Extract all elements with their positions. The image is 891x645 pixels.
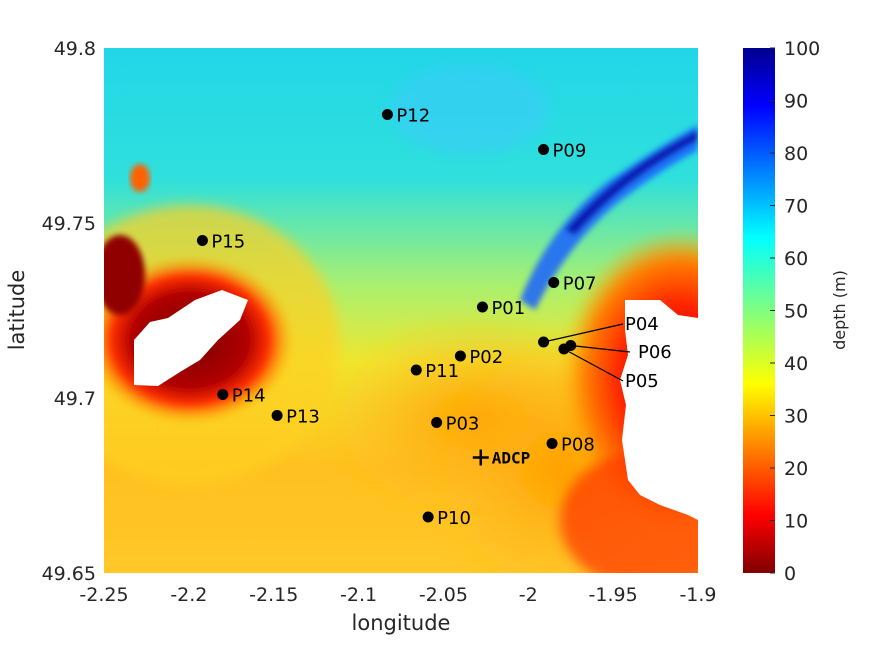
colorbar-tick-label: 0 bbox=[784, 563, 796, 585]
colorbar bbox=[743, 48, 775, 573]
station-marker-p04 bbox=[538, 336, 550, 348]
station-label-p05: P05 bbox=[625, 371, 659, 392]
colorbar-tick-labels: 0 10 20 30 40 50 60 70 80 90 100 bbox=[770, 38, 820, 585]
station-marker-p02 bbox=[454, 350, 466, 362]
colorbar-tick-label: 20 bbox=[784, 458, 808, 480]
x-tick-labels: -2.25 -2.2 -2.15 -2.1 -2.05 -2 -1.95 -1.9 bbox=[79, 584, 716, 606]
x-tick-label: -2.1 bbox=[340, 584, 377, 606]
station-label-p11: P11 bbox=[425, 361, 459, 382]
x-tick-label: -1.95 bbox=[589, 584, 638, 606]
colorbar-tick-label: 40 bbox=[784, 353, 808, 375]
colorbar-tick-label: 60 bbox=[784, 248, 808, 270]
x-tick-label: -2.15 bbox=[249, 584, 298, 606]
x-axis-label: longitude bbox=[352, 611, 451, 635]
station-label-p09: P09 bbox=[553, 141, 587, 162]
colorbar-tick-label: 100 bbox=[784, 38, 820, 60]
station-marker-p07 bbox=[548, 277, 560, 288]
station-label-p01: P01 bbox=[491, 298, 525, 319]
colorbar-tick-label: 50 bbox=[784, 301, 808, 323]
station-marker-p06 bbox=[565, 340, 577, 351]
station-marker-p11 bbox=[410, 364, 422, 376]
y-tick-label: 49.7 bbox=[54, 388, 96, 410]
colorbar-tick-label: 30 bbox=[784, 406, 808, 428]
station-marker-p12 bbox=[381, 109, 393, 120]
x-tick-label: -2.25 bbox=[79, 584, 128, 606]
station-label-p06: P06 bbox=[638, 342, 672, 363]
station-marker-p15 bbox=[196, 235, 208, 246]
colorbar-tick-label: 70 bbox=[784, 196, 808, 218]
callout-line-p04 bbox=[543, 323, 624, 343]
station-label-p02: P02 bbox=[469, 347, 503, 368]
station-label-p03: P03 bbox=[446, 414, 480, 435]
station-marker-p03 bbox=[431, 417, 443, 428]
colorbar-label: depth (m) bbox=[830, 270, 849, 350]
adcp-label: ADCP bbox=[492, 449, 531, 468]
x-tick-label: -1.9 bbox=[679, 584, 716, 606]
callout-line-p05 bbox=[563, 348, 624, 382]
x-tick-label: -2.05 bbox=[419, 584, 468, 606]
station-marker-p09 bbox=[538, 144, 550, 155]
station-label-p13: P13 bbox=[286, 407, 320, 428]
colorbar-tick-label: 80 bbox=[784, 143, 808, 165]
x-tick-label: -2.2 bbox=[170, 584, 207, 606]
station-callout-lines bbox=[543, 323, 631, 382]
station-label-p08: P08 bbox=[561, 435, 595, 456]
callout-line-p06 bbox=[570, 344, 631, 353]
adcp-marker: ADCP bbox=[472, 449, 531, 468]
station-label-p14: P14 bbox=[232, 386, 266, 407]
y-tick-label: 49.65 bbox=[42, 563, 96, 585]
station-marker-p08 bbox=[546, 438, 558, 449]
station-markers: P01 P02 P03 P04 P05 P06 P07 P08 P09 P10 P11 P12 P13 P… bbox=[196, 106, 672, 529]
station-label-p15: P15 bbox=[211, 232, 245, 253]
y-axis-label: latitude bbox=[5, 270, 29, 351]
station-marker-p01 bbox=[476, 301, 488, 313]
station-marker-p13 bbox=[271, 410, 283, 421]
station-label-p10: P10 bbox=[437, 508, 471, 529]
x-tick-label: -2 bbox=[519, 584, 538, 606]
depth-raster bbox=[104, 48, 698, 573]
station-marker-p10 bbox=[422, 511, 434, 523]
y-tick-label: 49.75 bbox=[42, 213, 96, 235]
station-label-p12: P12 bbox=[396, 106, 430, 127]
station-label-p07: P07 bbox=[563, 274, 597, 295]
colorbar-tick-label: 10 bbox=[784, 511, 808, 533]
colorbar-tick-label: 90 bbox=[784, 91, 808, 113]
y-tick-label: 49.8 bbox=[54, 38, 96, 60]
y-tick-labels: 49.65 49.7 49.75 49.8 bbox=[42, 38, 96, 585]
station-label-p04: P04 bbox=[625, 314, 659, 335]
station-marker-p14 bbox=[217, 389, 229, 400]
